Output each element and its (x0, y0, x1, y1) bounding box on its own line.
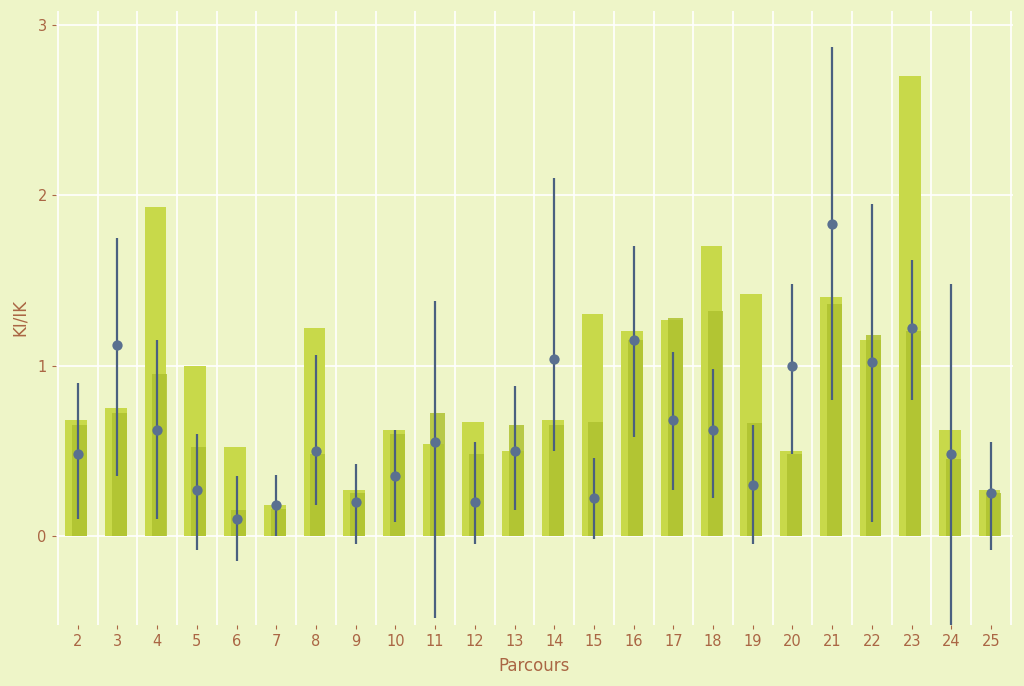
Bar (224, 447, 246, 536)
Bar (303, 328, 326, 536)
Point (467, 497, 483, 508)
Bar (748, 423, 762, 536)
Bar (310, 454, 326, 536)
Bar (191, 447, 206, 536)
Bar (502, 451, 524, 536)
Bar (826, 304, 842, 536)
Bar (343, 490, 365, 536)
Point (148, 425, 165, 436)
Bar (542, 420, 563, 536)
Bar (72, 425, 87, 536)
Bar (700, 246, 722, 536)
Bar (66, 420, 87, 536)
Bar (231, 510, 246, 536)
Point (70, 449, 86, 460)
Bar (946, 459, 961, 536)
Point (308, 445, 325, 456)
Point (546, 353, 562, 364)
Bar (859, 340, 882, 536)
Bar (899, 76, 921, 536)
Point (666, 414, 682, 425)
Bar (939, 430, 961, 536)
Bar (144, 207, 167, 536)
Point (784, 360, 801, 371)
Point (863, 357, 880, 368)
Point (744, 480, 761, 490)
Point (943, 449, 959, 460)
Bar (582, 314, 603, 536)
Point (983, 488, 999, 499)
Bar (668, 318, 683, 536)
Point (387, 471, 403, 482)
Bar (820, 297, 842, 536)
Bar (740, 294, 762, 536)
Point (626, 335, 642, 346)
Bar (662, 320, 683, 536)
Point (824, 219, 841, 230)
Bar (270, 508, 286, 536)
Bar (350, 493, 366, 536)
Point (188, 484, 205, 495)
Bar (152, 374, 167, 536)
Bar (549, 425, 564, 536)
Bar (589, 422, 603, 536)
Bar (463, 422, 484, 536)
Bar (866, 335, 882, 536)
Bar (787, 454, 802, 536)
Bar (622, 331, 643, 536)
Bar (469, 454, 484, 536)
Bar (985, 493, 1000, 536)
Bar (979, 490, 1000, 536)
Point (903, 322, 920, 333)
Bar (423, 444, 444, 536)
Bar (780, 451, 802, 536)
Bar (264, 506, 286, 536)
Point (427, 437, 443, 448)
Bar (509, 425, 524, 536)
Bar (184, 366, 206, 536)
Bar (430, 413, 444, 536)
X-axis label: Parcours: Parcours (499, 657, 570, 675)
Bar (628, 340, 643, 536)
Point (228, 513, 245, 524)
Bar (105, 408, 127, 536)
Bar (708, 311, 723, 536)
Y-axis label: KI/IK: KI/IK (11, 299, 29, 336)
Point (705, 425, 721, 436)
Bar (390, 434, 404, 536)
Point (268, 500, 285, 511)
Point (347, 497, 364, 508)
Bar (112, 413, 127, 536)
Bar (383, 430, 404, 536)
Point (110, 340, 126, 351)
Bar (906, 331, 922, 536)
Point (586, 493, 602, 504)
Point (506, 445, 522, 456)
